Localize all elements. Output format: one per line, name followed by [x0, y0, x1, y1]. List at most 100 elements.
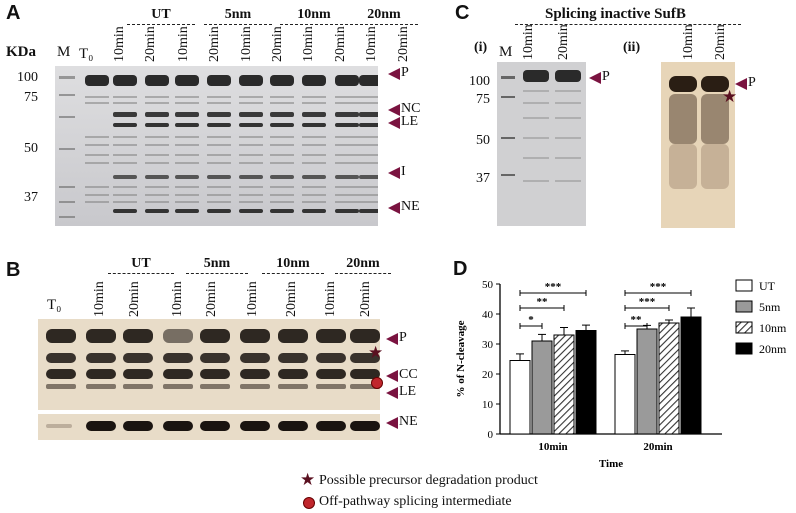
- gel-a-band-ne: [207, 209, 231, 213]
- gel-a-minor-band: [207, 186, 231, 188]
- gel-a-minor-band: [85, 162, 109, 164]
- panel-b-lane-label: 10min: [245, 281, 260, 317]
- gel-a-minor-band: [113, 194, 137, 196]
- star-marker-c: ★: [722, 87, 738, 106]
- gel-a-minor-band: [207, 144, 231, 146]
- blot-b-band-ne: [278, 421, 308, 431]
- bar-10nm-20min: [658, 322, 680, 435]
- arrow-p-c1: [589, 72, 601, 84]
- gel-c-minor-band: [523, 90, 549, 92]
- gel-a-minor-band: [85, 144, 109, 146]
- significance-label: **: [631, 314, 643, 326]
- blot-b-band-minor: [200, 384, 230, 389]
- blot-b-band-ne: [163, 421, 193, 431]
- panel-c-marker: M: [499, 44, 513, 60]
- blot-b-band-cc: [163, 353, 193, 363]
- panel-b-lane-label: 20min: [127, 281, 142, 317]
- gel-a-band-le: [175, 123, 199, 127]
- gel-a-band-i: [239, 175, 263, 179]
- blot-b-band-le: [350, 369, 380, 379]
- gel-a-band-nc: [359, 112, 378, 117]
- group-label-ut-b: UT: [108, 256, 174, 274]
- gel-a-minor-band: [302, 194, 326, 196]
- gel-c-minor-band: [555, 137, 581, 139]
- gel-a-minor-band: [145, 136, 169, 138]
- panel-c-i-lane-2: 20min: [556, 24, 571, 60]
- panel-b-ne-blot: [38, 414, 380, 440]
- legend-label-10nm: 10nm: [759, 321, 787, 335]
- gel-a-marker-band: [59, 76, 75, 79]
- gel-a-minor-band: [85, 102, 109, 104]
- arrow-le-b: [386, 387, 398, 399]
- gel-a-band-nc: [175, 112, 199, 117]
- gel-a-band-p: [270, 75, 294, 86]
- gel-a-band-i: [270, 175, 294, 179]
- band-le-a: LE: [401, 114, 419, 129]
- panel-b-lane-label: 20min: [358, 281, 373, 317]
- t0-lane-label: T₀: [79, 46, 94, 62]
- legend-label-5nm: 5nm: [759, 300, 781, 314]
- blot-b-band-minor: [46, 384, 76, 389]
- gel-a-minor-band: [359, 194, 378, 196]
- mw-c-100: 100: [469, 74, 490, 89]
- gel-a-minor-band: [207, 201, 231, 203]
- group-label-5nm: 5nm: [204, 7, 272, 25]
- group-label-10nm: 10nm: [280, 7, 348, 25]
- gel-a-minor-band: [113, 144, 137, 146]
- blot-b-band-ne-t0: [46, 424, 72, 428]
- panel-b-lane-label: 10min: [323, 281, 338, 317]
- gel-a-minor-band: [335, 186, 359, 188]
- band-p-c1: P: [602, 69, 610, 84]
- gel-a-minor-band: [359, 154, 378, 156]
- blot-c-band-p: [701, 76, 729, 92]
- gel-a-band-le: [302, 123, 326, 127]
- y-tick-label: 20: [482, 369, 494, 381]
- gel-a-minor-band: [359, 186, 378, 188]
- gel-c-marker-band: [501, 76, 515, 79]
- panel-c-gel-i-bands: [501, 70, 581, 182]
- band-p-b: P: [399, 330, 407, 345]
- blot-b-band-cc: [316, 353, 346, 363]
- gel-a-minor-band: [335, 154, 359, 156]
- gel-a-minor-band: [239, 102, 263, 104]
- arrow-cc: [386, 370, 398, 382]
- blot-b-band-minor: [316, 384, 346, 389]
- y-tick-label: 30: [482, 339, 494, 351]
- significance-label: ***: [650, 281, 667, 293]
- gel-a-minor-band: [302, 136, 326, 138]
- gel-a-minor-band: [335, 102, 359, 104]
- blot-b-band-ne: [316, 421, 346, 431]
- blot-b-band-ne: [86, 421, 116, 431]
- star-marker-b: ★: [368, 343, 384, 362]
- gel-a-minor-band: [175, 154, 199, 156]
- group-label-20nm: 20nm: [350, 7, 418, 25]
- group-label-ut: UT: [127, 7, 195, 25]
- gel-a-minor-band: [175, 201, 199, 203]
- gel-a-band-p: [207, 75, 231, 86]
- group-label-10nm-b: 10nm: [262, 256, 324, 274]
- gel-a-band-i: [302, 175, 326, 179]
- gel-a-minor-band: [302, 96, 326, 98]
- gel-a-minor-band: [270, 194, 294, 196]
- gel-a-minor-band: [145, 201, 169, 203]
- bar-UT-10min: [509, 360, 531, 435]
- gel-a-minor-band: [85, 96, 109, 98]
- gel-a-band-p: [335, 75, 359, 86]
- x-category-label: 10min: [538, 441, 567, 453]
- panel-c-sub-ii: (ii): [623, 40, 641, 55]
- gel-a-minor-band: [239, 144, 263, 146]
- panel-a-label: A: [6, 2, 21, 24]
- blot-b-band-le: [278, 369, 308, 379]
- gel-a-minor-band: [359, 96, 378, 98]
- gel-a-minor-band: [175, 136, 199, 138]
- gel-a-band-nc: [335, 112, 359, 117]
- gel-a-minor-band: [335, 194, 359, 196]
- blot-b-band-p: [46, 329, 76, 343]
- gel-a-marker-band: [59, 116, 75, 118]
- gel-c-minor-band: [555, 157, 581, 159]
- gel-a-band-nc: [302, 112, 326, 117]
- blot-b-band-p: [86, 329, 116, 343]
- gel-a-band-nc: [239, 112, 263, 117]
- gel-c-marker-band: [501, 137, 515, 139]
- gel-a-minor-band: [175, 162, 199, 164]
